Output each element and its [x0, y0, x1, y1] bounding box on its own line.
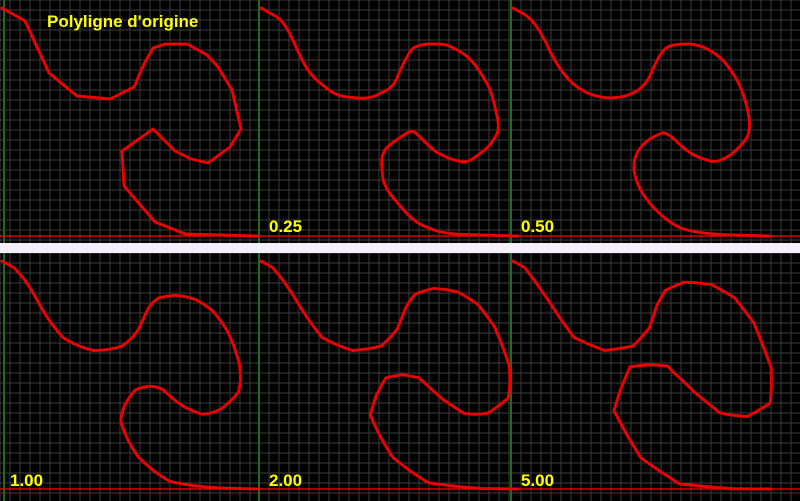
svg-text:0.25: 0.25 [269, 217, 302, 236]
svg-text:Polyligne d'origine: Polyligne d'origine [47, 12, 198, 31]
svg-text:2.00: 2.00 [269, 471, 302, 490]
svg-text:5.00: 5.00 [521, 471, 554, 490]
svg-text:1.00: 1.00 [10, 471, 43, 490]
svg-text:0.50: 0.50 [521, 217, 554, 236]
